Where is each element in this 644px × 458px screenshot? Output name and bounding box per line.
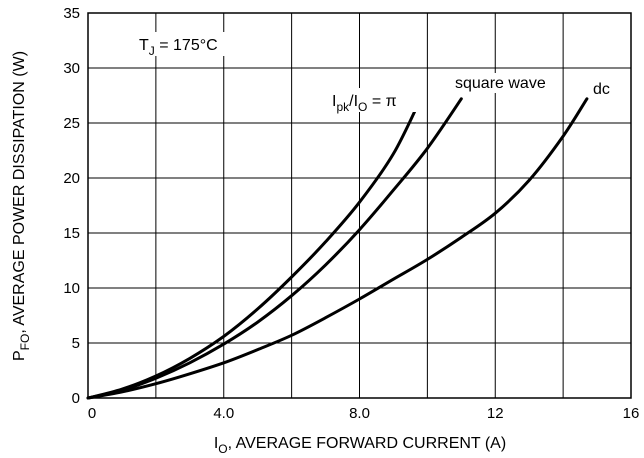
x-tick-label: 8.0 [349, 405, 370, 422]
series-lines [86, 97, 589, 400]
x-tick-label: 4.0 [213, 405, 234, 422]
plot-frame [87, 12, 632, 399]
x-tick-label: 12 [487, 405, 504, 422]
y-tick-labels: 0 5 10 15 20 25 30 35 [63, 5, 80, 407]
y-tick-label: 15 [63, 225, 80, 242]
y-tick-label: 30 [63, 60, 80, 77]
x-axis-label-rest: , AVERAGE FORWARD CURRENT (A) [228, 435, 507, 452]
series1-label: Ipk/IO = π [332, 93, 397, 114]
y-tick-label: 35 [63, 5, 80, 22]
series1-label-backdrop [330, 88, 424, 112]
series-line-3 [86, 97, 589, 400]
y-axis-label-rest: , AVERAGE POWER DISSIPATION (W) [11, 51, 28, 334]
y-tick-label: 5 [72, 335, 80, 352]
x-axis-label: IO, AVERAGE FORWARD CURRENT (A) [214, 435, 506, 456]
condition-rest: = 175°C [155, 37, 218, 54]
condition-backdrop [128, 32, 238, 56]
grid-lines [88, 13, 631, 398]
x-tick-labels: 0 4.0 8.0 12 16 [88, 405, 640, 422]
series3-label-backdrop [590, 79, 618, 99]
series2-label-backdrop [452, 73, 558, 93]
x-axis-label-sub: O [218, 442, 227, 456]
series1-label-mid: /I [349, 93, 358, 110]
y-axis-label-main: P [11, 350, 28, 361]
series1-label-main: I [332, 93, 336, 110]
series3-label: dc [593, 81, 610, 98]
series1-label-rest: = π [367, 93, 396, 110]
x-axis-label-main: I [214, 435, 218, 452]
y-tick-label: 10 [63, 280, 80, 297]
condition-label: TJ = 175°C [139, 37, 218, 58]
x-tick-label: 0 [88, 405, 96, 422]
condition-sub: J [149, 44, 155, 58]
y-tick-label: 20 [63, 170, 80, 187]
series2-label: square wave [455, 75, 546, 92]
series-line-2 [86, 97, 463, 400]
y-tick-label: 25 [63, 115, 80, 132]
y-tick-label: 0 [72, 390, 80, 407]
condition-main: T [139, 37, 149, 54]
series1-label-sub: pk [336, 100, 350, 114]
x-tick-label: 16 [623, 405, 640, 422]
series1-label-sub2: O [358, 100, 367, 114]
y-axis-label: PFO, AVERAGE POWER DISSIPATION (W) [11, 51, 32, 361]
y-axis-label-sub: FO [18, 334, 32, 351]
series-line-1 [86, 97, 423, 400]
